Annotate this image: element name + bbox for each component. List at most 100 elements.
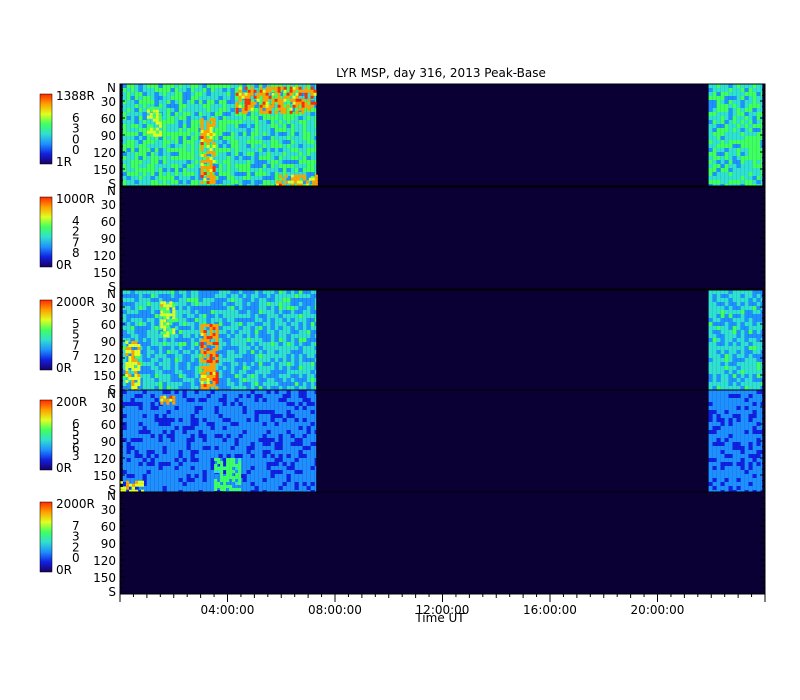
cell [286,354,291,358]
cell [728,184,733,186]
cell [126,148,131,152]
cell [258,84,263,88]
cell [258,310,263,314]
cell [138,152,143,156]
cell [254,128,259,132]
cell [210,462,215,466]
cell [262,164,267,168]
cell [250,374,255,378]
cell [724,156,729,160]
cell [170,410,175,414]
cell [266,378,271,382]
cell [712,358,717,362]
cell [724,112,729,116]
cell [230,410,235,414]
cell [126,108,131,112]
cell [146,164,151,168]
cell [158,290,163,294]
cell [122,160,127,164]
cell [246,470,251,474]
peak-cell [200,124,204,127]
cell [218,434,223,438]
cell [720,128,725,132]
cell [154,354,159,358]
cell [728,386,733,390]
cell [202,426,207,430]
cell [186,418,191,422]
cell [138,438,143,442]
cell [274,474,279,478]
cell [736,318,741,322]
cell [182,334,187,338]
cell [286,152,291,156]
cell [146,430,151,434]
cell [222,318,227,322]
cell [250,406,255,410]
cell [214,366,219,370]
cell [250,96,255,100]
cell [314,112,317,116]
cell [170,482,175,486]
cell [162,470,167,474]
cell [222,298,227,302]
cell [122,370,127,374]
cell [170,100,175,104]
colorbar-min-label: 0R [56,258,72,272]
cell [178,298,183,302]
cell [154,100,159,104]
cell [190,370,195,374]
cell [178,438,183,442]
cell [716,302,721,306]
cell [218,298,223,302]
cell [310,132,315,136]
cell [720,386,725,390]
cell [258,402,263,406]
cell [170,160,175,164]
peak-cell [163,304,167,308]
cell [760,330,763,334]
cell [154,180,159,184]
cell [242,462,247,466]
cell [158,140,163,144]
cell [130,442,135,446]
cell [294,302,299,306]
cell [756,366,761,370]
colorbar-digit: 5 [72,317,80,331]
cell [270,386,275,390]
cell [290,172,295,176]
peak-cell [206,351,210,354]
cell [310,84,315,88]
cell [174,458,179,462]
cell [294,144,299,148]
cell [274,322,279,326]
cell [234,382,239,386]
cell [150,410,155,414]
cell [142,466,147,470]
cell [724,104,729,108]
cell [274,370,279,374]
cell [222,342,227,346]
cell [728,330,733,334]
cell [728,160,733,164]
cell [720,176,725,180]
cell [202,442,207,446]
cell [190,326,195,330]
cell [226,140,231,144]
peak-cell [209,384,213,387]
cell [728,132,733,136]
cell [278,354,283,358]
peak-cell [212,142,216,145]
cell [126,168,131,172]
cell [190,418,195,422]
cell [716,342,721,346]
cell [744,290,749,294]
cell [178,410,183,414]
cell [278,470,283,474]
cell [134,148,139,152]
cell [170,322,175,326]
cell [122,362,127,366]
peak-cell [209,160,213,163]
cell [266,354,271,358]
cell [130,152,135,156]
cell [262,470,267,474]
